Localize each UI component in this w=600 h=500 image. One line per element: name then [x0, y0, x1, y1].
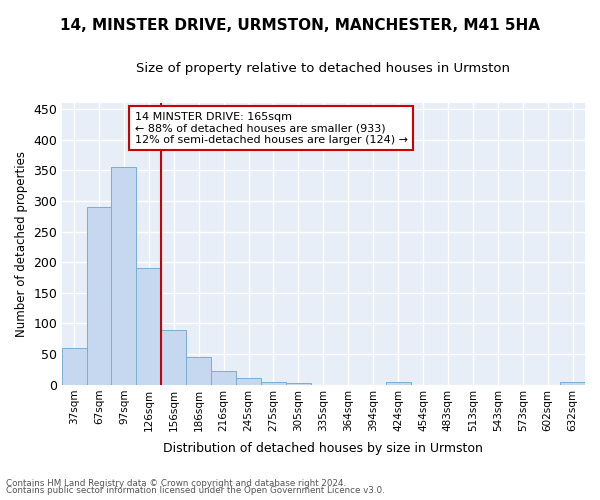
Text: 14, MINSTER DRIVE, URMSTON, MANCHESTER, M41 5HA: 14, MINSTER DRIVE, URMSTON, MANCHESTER, …	[60, 18, 540, 32]
Bar	[161, 330, 186, 384]
Bar	[261, 382, 286, 384]
X-axis label: Distribution of detached houses by size in Urmston: Distribution of detached houses by size …	[163, 442, 483, 455]
Bar	[136, 268, 161, 384]
Bar	[211, 371, 236, 384]
Bar	[286, 383, 311, 384]
Bar	[112, 168, 136, 384]
Text: Contains public sector information licensed under the Open Government Licence v3: Contains public sector information licen…	[6, 486, 385, 495]
Bar	[62, 348, 86, 384]
Y-axis label: Number of detached properties: Number of detached properties	[15, 151, 28, 337]
Bar	[86, 207, 112, 384]
Title: Size of property relative to detached houses in Urmston: Size of property relative to detached ho…	[136, 62, 510, 76]
Bar	[386, 382, 410, 384]
Text: Contains HM Land Registry data © Crown copyright and database right 2024.: Contains HM Land Registry data © Crown c…	[6, 478, 346, 488]
Bar	[236, 378, 261, 384]
Bar	[560, 382, 585, 384]
Bar	[186, 357, 211, 384]
Text: 14 MINSTER DRIVE: 165sqm
← 88% of detached houses are smaller (933)
12% of semi-: 14 MINSTER DRIVE: 165sqm ← 88% of detach…	[135, 112, 408, 144]
